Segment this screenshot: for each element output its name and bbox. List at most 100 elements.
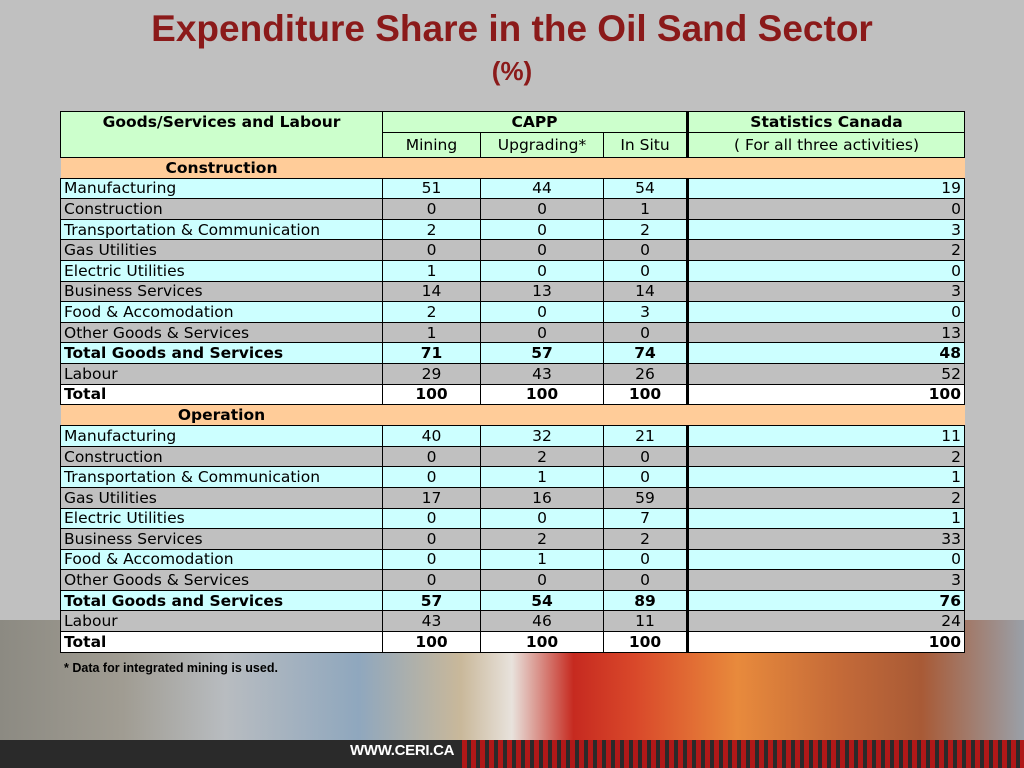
value-cell: 0 <box>480 218 604 241</box>
value-cell: 21 <box>603 425 688 447</box>
value-cell: 0 <box>603 548 688 571</box>
value-cell: 100 <box>382 383 481 406</box>
data-row: Construction 0 2 0 2 <box>60 445 965 468</box>
value-cell: 0 <box>382 239 481 261</box>
value-cell: 100 <box>603 383 688 406</box>
section-fill <box>382 156 965 179</box>
value-cell: 0 <box>382 528 481 550</box>
value-cell: 51 <box>382 177 481 200</box>
data-row: Total Goods and Services 57 54 89 76 <box>60 589 965 612</box>
value-cell: 52 <box>686 362 965 385</box>
value-cell: 1 <box>382 259 481 282</box>
value-cell: 100 <box>686 631 965 653</box>
value-cell: 89 <box>603 589 688 612</box>
value-cell: 3 <box>603 301 688 323</box>
data-row: Labour 43 46 11 24 <box>60 610 965 633</box>
row-label: Business Services <box>60 280 383 303</box>
row-label: Gas Utilities <box>60 239 383 261</box>
value-cell: 11 <box>686 425 965 447</box>
value-cell: 0 <box>603 466 688 488</box>
row-label: Labour <box>60 610 383 633</box>
row-label: Transportation & Communication <box>60 218 383 241</box>
data-row: Electric Utilities 1 0 0 0 <box>60 259 965 282</box>
row-label: Food & Accomodation <box>60 301 383 323</box>
row-label: Gas Utilities <box>60 486 383 509</box>
data-row: Electric Utilities 0 0 7 1 <box>60 507 965 530</box>
value-cell: 54 <box>480 589 604 612</box>
value-cell: 2 <box>480 445 604 468</box>
value-cell: 0 <box>603 239 688 261</box>
value-cell: 76 <box>686 589 965 612</box>
value-cell: 74 <box>603 342 688 364</box>
value-cell: 0 <box>480 301 604 323</box>
value-cell: 100 <box>480 383 604 406</box>
header-row: Goods/Services and Labour CAPP Statistic… <box>60 111 965 158</box>
value-cell: 0 <box>480 239 604 261</box>
data-row: Other Goods & Services 1 0 0 13 <box>60 321 965 344</box>
value-cell: 0 <box>480 198 604 220</box>
row-label: Transportation & Communication <box>60 466 383 488</box>
value-cell: 0 <box>686 548 965 571</box>
data-row: Labour 29 43 26 52 <box>60 362 965 385</box>
value-cell: 0 <box>686 198 965 220</box>
value-cell: 59 <box>603 486 688 509</box>
value-cell: 2 <box>480 528 604 550</box>
value-cell: 100 <box>686 383 965 406</box>
value-cell: 14 <box>603 280 688 303</box>
section-row: Operation <box>60 404 965 427</box>
value-cell: 7 <box>603 507 688 530</box>
header-cell: Goods/Services and Labour <box>60 111 383 158</box>
value-cell: 13 <box>686 321 965 344</box>
row-label: Other Goods & Services <box>60 321 383 344</box>
value-cell: 3 <box>686 218 965 241</box>
header-cell: CAPP <box>382 111 688 133</box>
value-cell: 0 <box>382 466 481 488</box>
value-cell: 1 <box>686 466 965 488</box>
value-cell: 100 <box>603 631 688 653</box>
title: Expenditure Share in the Oil Sand Sector <box>151 8 873 49</box>
value-cell: 26 <box>603 362 688 385</box>
value-cell: 32 <box>480 425 604 447</box>
data-row: Business Services 14 13 14 3 <box>60 280 965 303</box>
row-label: Other Goods & Services <box>60 569 383 591</box>
value-cell: 1 <box>603 198 688 220</box>
value-cell: 43 <box>382 610 481 633</box>
value-cell: 57 <box>480 342 604 364</box>
value-cell: 2 <box>382 301 481 323</box>
value-cell: 54 <box>603 177 688 200</box>
header-cell: Mining <box>382 131 481 158</box>
value-cell: 2 <box>686 239 965 261</box>
value-cell: 0 <box>686 301 965 323</box>
value-cell: 43 <box>480 362 604 385</box>
data-row: Total Goods and Services 71 57 74 48 <box>60 342 965 364</box>
value-cell: 0 <box>382 507 481 530</box>
value-cell: 0 <box>686 259 965 282</box>
data-row: Food & Accomodation 2 0 3 0 <box>60 301 965 323</box>
value-cell: 0 <box>603 321 688 344</box>
value-cell: 0 <box>603 259 688 282</box>
row-label: Total <box>60 383 383 406</box>
subtitle: (%) <box>491 56 533 86</box>
value-cell: 0 <box>480 321 604 344</box>
row-label: Construction <box>60 445 383 468</box>
value-cell: 0 <box>603 445 688 468</box>
header-cell: Statistics Canada <box>686 111 965 133</box>
value-cell: 0 <box>382 445 481 468</box>
data-row: Food & Accomodation 0 1 0 0 <box>60 548 965 571</box>
value-cell: 3 <box>686 280 965 303</box>
expenditure-table: Goods/Services and Labour CAPP Statistic… <box>60 111 965 653</box>
value-cell: 2 <box>603 218 688 241</box>
value-cell: 0 <box>382 198 481 220</box>
value-cell: 13 <box>480 280 604 303</box>
data-row: Other Goods & Services 0 0 0 3 <box>60 569 965 591</box>
value-cell: 100 <box>480 631 604 653</box>
row-label: Business Services <box>60 528 383 550</box>
value-cell: 40 <box>382 425 481 447</box>
row-label: Total <box>60 631 383 653</box>
data-row: Gas Utilities 17 16 59 2 <box>60 486 965 509</box>
value-cell: 0 <box>480 507 604 530</box>
value-cell: 48 <box>686 342 965 364</box>
value-cell: 0 <box>382 569 481 591</box>
value-cell: 0 <box>382 548 481 571</box>
value-cell: 14 <box>382 280 481 303</box>
